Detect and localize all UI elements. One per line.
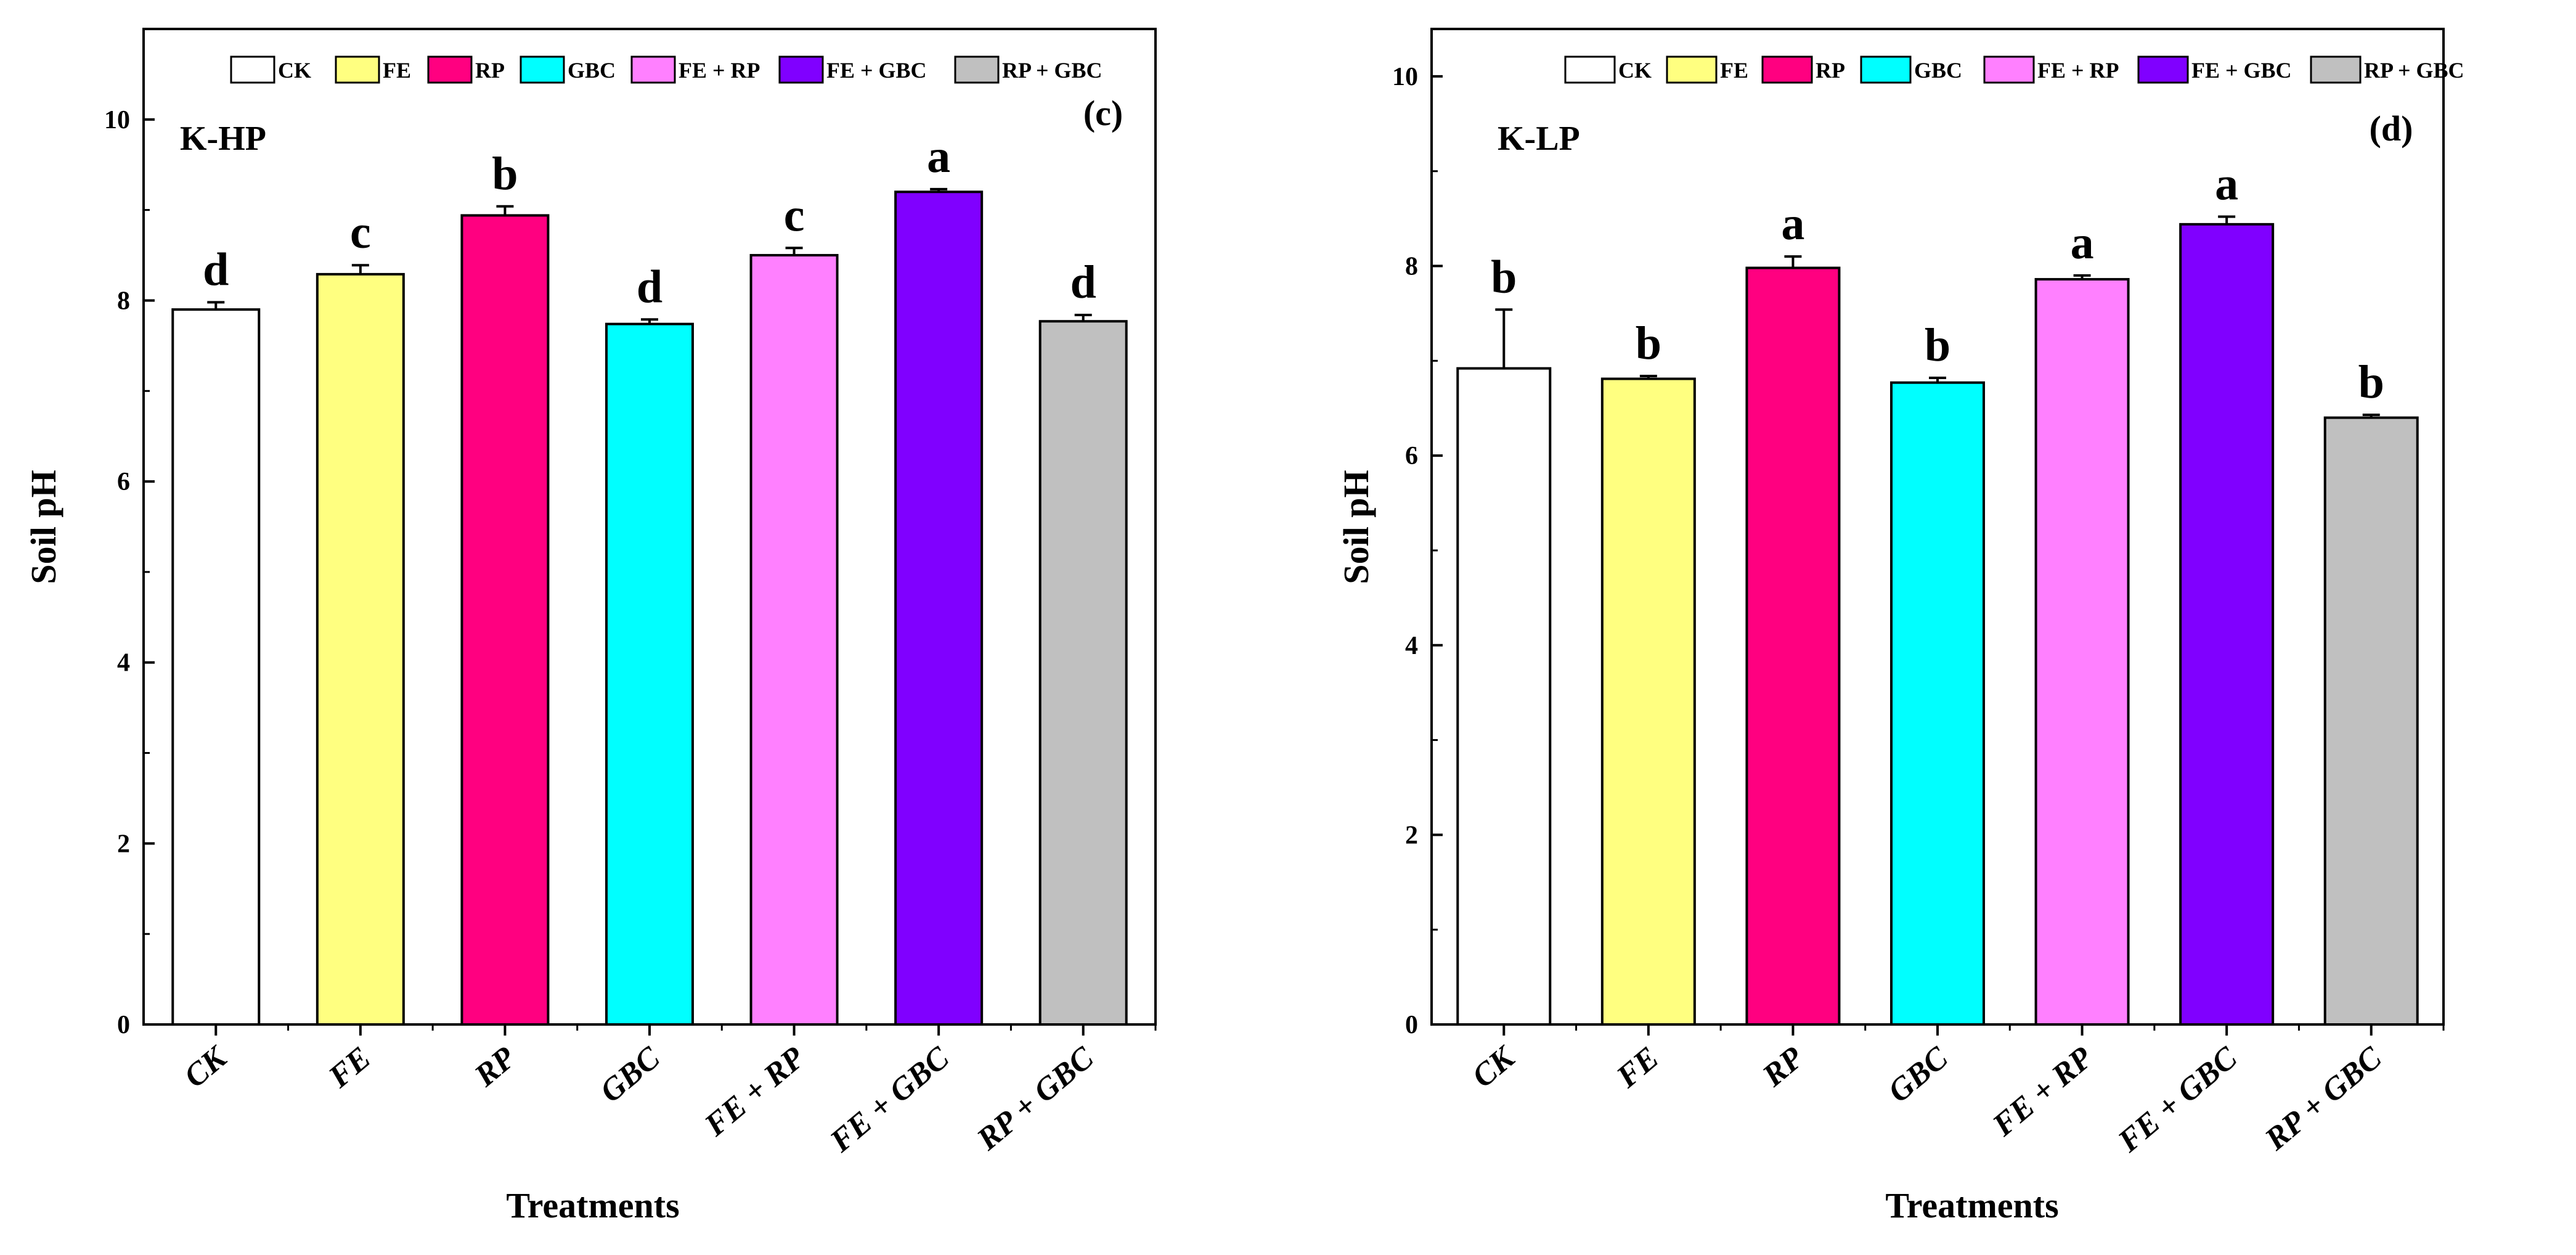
legend-label: FE + GBC <box>2191 58 2292 83</box>
legend-swatch <box>520 55 565 84</box>
legend-swatch <box>1564 55 1616 84</box>
legend-label: CK <box>278 58 311 83</box>
significance-letter: b <box>2358 356 2384 408</box>
y-tick-label: 0 <box>117 1011 130 1039</box>
legend-label: FE <box>383 58 411 83</box>
legend-swatch <box>427 55 473 84</box>
legend-swatch <box>778 55 824 84</box>
significance-letter: d <box>637 261 662 313</box>
x-tick-label: FE + GBC <box>823 1040 956 1159</box>
significance-letter: a <box>2071 217 2094 269</box>
y-tick-label: 6 <box>1405 442 1418 470</box>
y-tick-label: 2 <box>1405 821 1418 849</box>
y-tick-label: 8 <box>117 287 130 315</box>
significance-letter: c <box>350 206 371 258</box>
chart-d-svg: 0 2 4 6 8 10 b CK b FE a RP b GBC a FE + RP a FE + GBC b RP… <box>1336 28 2464 1225</box>
bar-rp <box>1745 266 1841 1026</box>
legend-swatch <box>1860 55 1912 84</box>
legend-swatch <box>1666 55 1718 84</box>
legend-swatch <box>954 55 1000 84</box>
site-label: K-LP <box>1498 120 1580 158</box>
bar-gbc <box>605 322 694 1026</box>
bar-fe <box>1600 377 1696 1026</box>
x-tick-label: FE <box>322 1040 378 1095</box>
legend-label: GBC <box>1914 58 1962 83</box>
legend-swatch <box>230 55 275 84</box>
legend-label: FE <box>1720 58 1748 83</box>
bar-gbc <box>1890 381 1985 1026</box>
chart-c-svg: 0 2 4 6 8 10 d CK c FE b RP d GBC c FE + RP a FE + GBC d RP… <box>23 28 1157 1225</box>
bar-rp <box>460 214 550 1026</box>
chart-panel-d: 0 2 4 6 8 10 b CK b FE a RP b GBC a FE + RP a FE + GBC b RP… <box>1288 0 2576 1255</box>
legend-swatch <box>2137 55 2189 84</box>
panel-tag-label: (d) <box>2370 108 2413 149</box>
bar-fe-rp <box>749 254 839 1026</box>
bar-fe <box>316 272 405 1026</box>
site-label: K-HP <box>180 120 266 158</box>
significance-letter: a <box>927 131 950 182</box>
significance-letter: b <box>1925 319 1950 371</box>
x-axis-title: Treatments <box>506 1185 679 1225</box>
legend-swatch <box>1983 55 2035 84</box>
bar-fe-gbc <box>2179 223 2275 1026</box>
y-tick-label: 8 <box>1405 253 1418 281</box>
x-axis-title: Treatments <box>1885 1185 2058 1225</box>
y-tick-label: 4 <box>117 649 130 677</box>
bar-fe-gbc <box>894 190 984 1026</box>
significance-letter: b <box>492 148 518 200</box>
x-tick-label: CK <box>177 1039 234 1094</box>
legend-swatch <box>335 55 380 84</box>
x-tick-label: GBC <box>1881 1040 1955 1110</box>
legend-label: FE + RP <box>679 58 760 83</box>
y-tick-label: 10 <box>1392 63 1418 91</box>
y-tick-label: 4 <box>1405 632 1418 660</box>
legend-label: CK <box>1618 58 1652 83</box>
significance-letter: b <box>1491 251 1517 303</box>
legend-swatch <box>2310 55 2362 84</box>
bar-ck <box>171 308 261 1026</box>
bar-rp-gbc <box>1038 320 1128 1026</box>
legend-label: FE + RP <box>2037 58 2119 83</box>
significance-letter: c <box>784 189 805 241</box>
significance-letter: d <box>1070 256 1096 308</box>
legend-label: RP + GBC <box>2364 58 2464 83</box>
bar-rp-gbc <box>2323 416 2419 1026</box>
x-tick-label: FE + GBC <box>2111 1040 2244 1159</box>
y-tick-label: 2 <box>117 830 130 858</box>
x-tick-label: RP + GBC <box>2258 1040 2389 1158</box>
x-tick-label: RP <box>468 1040 523 1094</box>
legend-label: GBC <box>568 58 616 83</box>
legend-label: RP <box>475 58 505 83</box>
legend-label: FE + GBC <box>826 58 927 83</box>
x-tick-label: RP + GBC <box>970 1040 1101 1158</box>
x-tick-label: FE + RP <box>698 1040 812 1143</box>
y-axis-title: Soil pH <box>1336 470 1376 584</box>
x-tick-label: RP <box>1756 1040 1811 1094</box>
y-tick-label: 10 <box>104 106 130 134</box>
legend-label: RP + GBC <box>1002 58 1103 83</box>
bar-ck <box>1456 367 1552 1026</box>
x-tick-label: CK <box>1465 1039 1522 1094</box>
x-tick-label: GBC <box>593 1040 667 1110</box>
significance-letter: d <box>203 243 229 295</box>
chart-panel-c: 0 2 4 6 8 10 d CK c FE b RP d GBC c FE + RP a FE + GBC d RP… <box>23 28 1157 1225</box>
significance-letter: a <box>1781 198 1804 250</box>
x-tick-label: FE + RP <box>1986 1040 2100 1143</box>
panel-tag-label: (c) <box>1083 93 1123 133</box>
legend-swatch <box>1761 55 1813 84</box>
significance-letter: b <box>1636 317 1661 369</box>
legend-swatch <box>630 55 676 84</box>
bar-fe-rp <box>2034 278 2130 1026</box>
y-tick-label: 6 <box>117 468 130 496</box>
y-axis-title: Soil pH <box>23 470 63 584</box>
significance-letter: a <box>2215 158 2238 210</box>
y-tick-label: 0 <box>1405 1011 1418 1039</box>
x-tick-label: FE <box>1610 1040 1666 1095</box>
legend-label: RP <box>1816 58 1845 83</box>
